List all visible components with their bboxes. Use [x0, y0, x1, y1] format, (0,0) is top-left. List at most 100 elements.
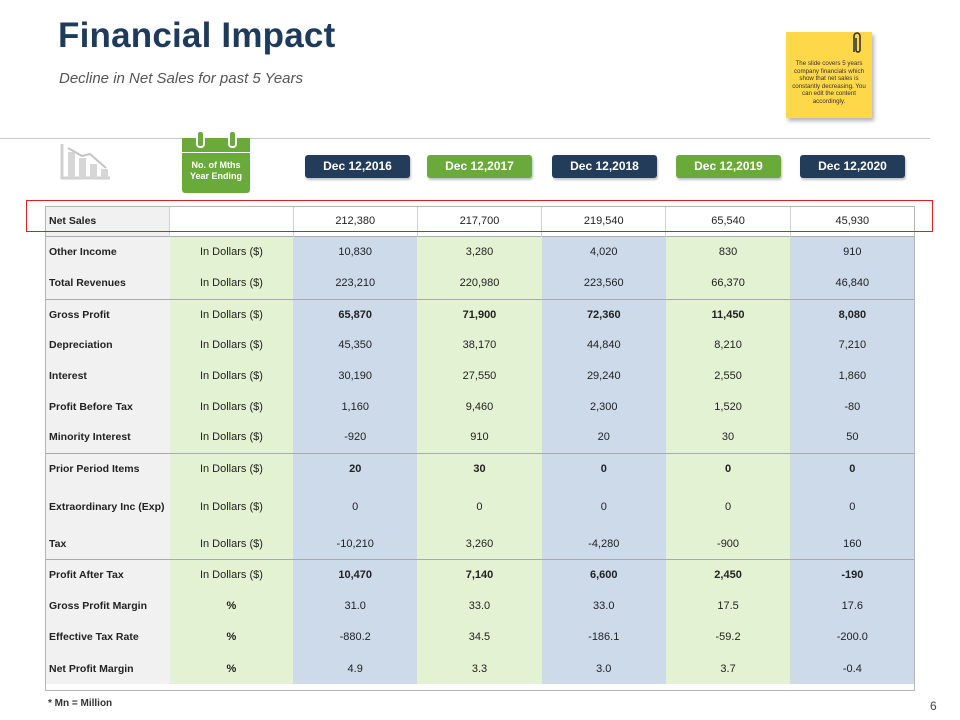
cell-value: 910	[790, 235, 915, 267]
cell-value: 0	[665, 485, 791, 529]
cell-value: -10,210	[293, 529, 418, 559]
cell-value: 20	[541, 422, 666, 453]
row-unit: In Dollars ($)	[169, 452, 294, 485]
cell-value: 33.0	[417, 590, 542, 621]
cell-value: 223,560	[541, 267, 666, 299]
cell-value: 45,350	[293, 330, 418, 360]
calendar-ring-icon	[228, 130, 237, 148]
calendar-badge: No. of Mths Year Ending	[182, 130, 250, 193]
cell-value: 8,210	[665, 330, 791, 360]
cell-value: 11,450	[665, 298, 791, 330]
cell-value: -190	[790, 558, 915, 590]
cell-value: 2,450	[665, 558, 791, 590]
cell-value: 33.0	[541, 590, 666, 621]
row-label: Other Income	[45, 235, 170, 267]
cell-value: 3.3	[417, 653, 542, 684]
cell-value: 0	[541, 485, 666, 529]
cell-value: 3.7	[665, 653, 791, 684]
row-unit: In Dollars ($)	[169, 360, 294, 391]
row-label: Minority Interest	[45, 422, 170, 453]
cell-value: -880.2	[293, 621, 418, 653]
cell-value: 0	[293, 485, 418, 529]
table-row: Gross Profit In Dollars ($) 65,870 71,900 72…	[45, 298, 915, 330]
cell-value: 30	[417, 452, 542, 485]
cell-value: 50	[790, 422, 915, 453]
table-row: Tax In Dollars ($) -10,210 3,260 -4,280 -900 1…	[45, 529, 915, 559]
table-row: Extraordinary Inc (Exp) In Dollars ($) 0 0 0…	[45, 485, 915, 529]
divider-line	[0, 138, 930, 139]
calendar-ring-icon	[196, 130, 205, 148]
paperclip-icon	[853, 32, 861, 53]
cell-value: -920	[293, 422, 418, 453]
cell-value: 1,160	[293, 391, 418, 422]
cell-value: 72,360	[541, 298, 666, 330]
row-label: Gross Profit	[45, 298, 170, 330]
cell-value: -0.4	[790, 653, 915, 684]
sticky-note: The slide covers 5 years company financi…	[786, 32, 872, 118]
cell-value: -59.2	[665, 621, 791, 653]
row-label: Total Revenues	[45, 267, 170, 299]
table-row: Depreciation In Dollars ($) 45,350 38,170 44…	[45, 330, 915, 360]
table-row: Net Profit Margin% 4.9 3.3 3.0 3.7 -0.4	[45, 653, 915, 684]
cell-value: 27,550	[417, 360, 542, 391]
page-subtitle: Decline in Net Sales for past 5 Years	[59, 70, 304, 87]
table-row: Total Revenues In Dollars ($) 223,210 220,9…	[45, 267, 915, 299]
cell-value: 17.5	[665, 590, 791, 621]
cell-value: 9,460	[417, 391, 542, 422]
row-unit: In Dollars ($)	[169, 529, 294, 559]
page-number: 6	[930, 699, 937, 713]
table-row: Gross Profit Margin% 31.0 33.0 33.0 17.5 17.6	[45, 590, 915, 621]
row-label: Effective Tax Rate	[45, 621, 170, 653]
cell-value: 20	[293, 452, 418, 485]
cell-value: 1,520	[665, 391, 791, 422]
row-unit: In Dollars ($)	[169, 298, 294, 330]
cell-value: 7,210	[790, 330, 915, 360]
year-label-2020: Dec 12,2020	[800, 155, 905, 178]
cell-value: 10,830	[293, 235, 418, 267]
row-label: Tax	[45, 529, 170, 559]
cell-value: 4,020	[541, 235, 666, 267]
cell-value: -4,280	[541, 529, 666, 559]
year-label-2019: Dec 12,2019	[676, 155, 781, 178]
cell-value: 30,190	[293, 360, 418, 391]
sticky-note-text: The slide covers 5 years company financi…	[792, 60, 866, 105]
cell-value: 160	[790, 529, 915, 559]
cell-value: 66,370	[665, 267, 791, 299]
row-label: Gross Profit Margin	[45, 590, 170, 621]
cell-value: 8,080	[790, 298, 915, 330]
cell-value: 830	[665, 235, 791, 267]
table-row: Effective Tax Rate% -880.2 34.5 -186.1 -59.2…	[45, 621, 915, 653]
cell-value: 65,870	[293, 298, 418, 330]
cell-value: -186.1	[541, 621, 666, 653]
row-unit: In Dollars ($)	[169, 391, 294, 422]
footnote: * Mn = Million	[48, 698, 113, 709]
cell-value: 0	[790, 485, 915, 529]
cell-value: 0	[790, 452, 915, 485]
cell-value: 30	[665, 422, 791, 453]
row-label: Prior Period Items	[45, 452, 170, 485]
cell-value: -900	[665, 529, 791, 559]
calendar-label: No. of Mths Year Ending	[189, 160, 242, 181]
cell-value: 17.6	[790, 590, 915, 621]
cell-value: 6,600	[541, 558, 666, 590]
cell-value: 0	[665, 452, 791, 485]
row-unit: %	[169, 653, 294, 684]
cell-value: -80	[790, 391, 915, 422]
cell-value: 3,280	[417, 235, 542, 267]
row-label: Interest	[45, 360, 170, 391]
cell-value: 2,550	[665, 360, 791, 391]
cell-value: 910	[417, 422, 542, 453]
cell-value: 0	[417, 485, 542, 529]
cell-value: 34.5	[417, 621, 542, 653]
row-unit: In Dollars ($)	[169, 422, 294, 453]
cell-value: 1,860	[790, 360, 915, 391]
row-unit: %	[169, 590, 294, 621]
cell-value: 2,300	[541, 391, 666, 422]
table-row: Profit After Tax In Dollars ($) 10,470 7,14…	[45, 558, 915, 590]
cell-value: 3.0	[541, 653, 666, 684]
cell-value: 4.9	[293, 653, 418, 684]
declining-chart-icon	[60, 144, 110, 180]
cell-value: 220,980	[417, 267, 542, 299]
cell-value: -200.0	[790, 621, 915, 653]
cell-value: 31.0	[293, 590, 418, 621]
